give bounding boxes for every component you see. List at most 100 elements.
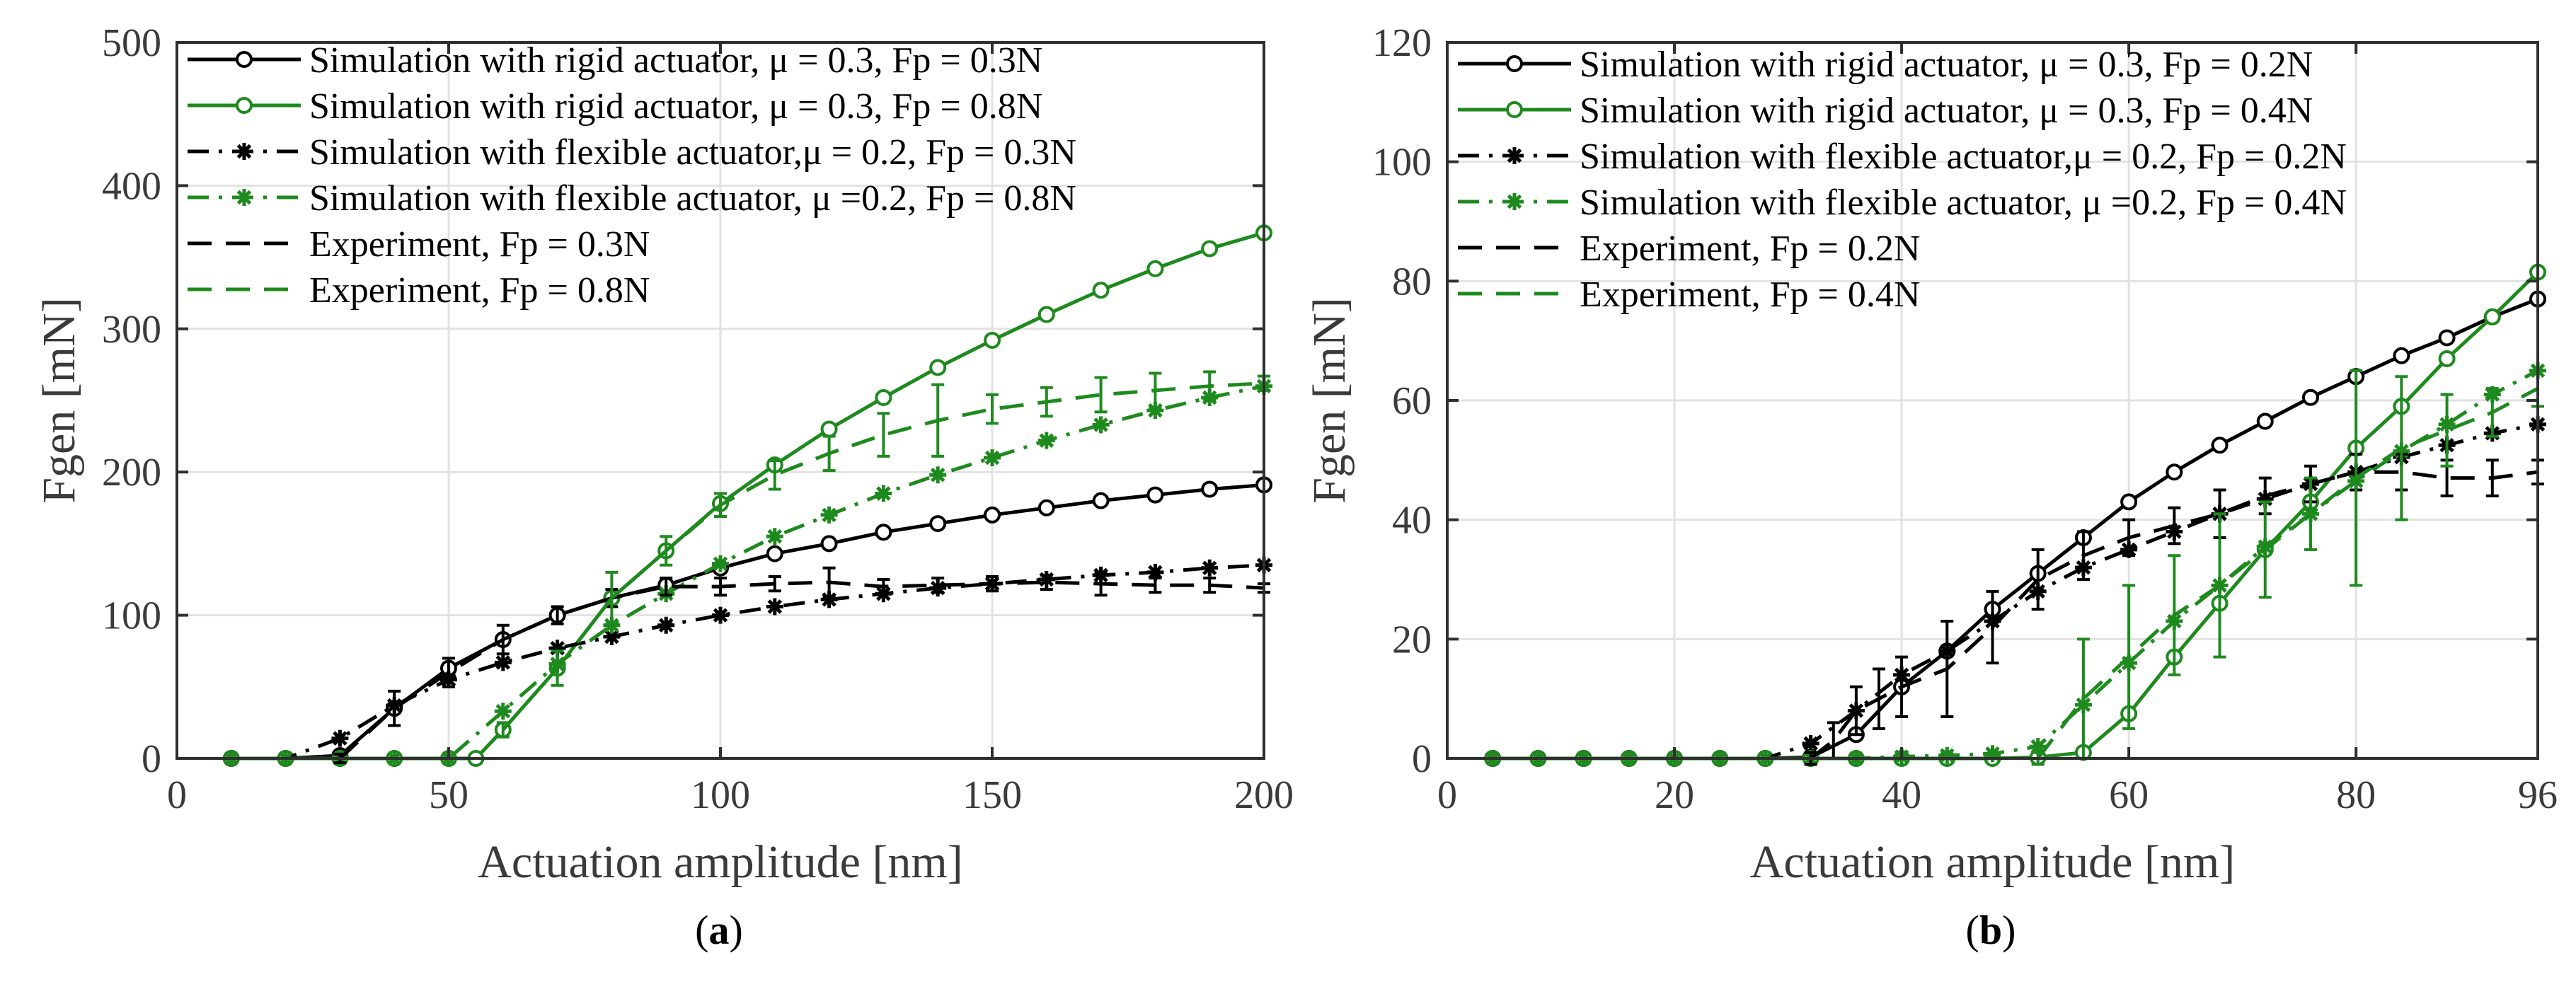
error-bar [1203, 370, 1217, 402]
series-6 [496, 370, 1270, 739]
error-bar [2440, 393, 2454, 468]
x-tick-label: 100 [691, 773, 750, 817]
error-bar [2485, 387, 2499, 438]
y-axis-label: Fgen [mN] [1304, 297, 1355, 503]
error-bar [986, 393, 999, 425]
error-bar [442, 657, 455, 688]
x-tick-label: 80 [2336, 773, 2376, 817]
error-bar [1094, 570, 1108, 597]
data-point [766, 598, 783, 616]
panel-label: (b) [1966, 907, 2016, 953]
error-bar [2122, 584, 2136, 730]
series-1 [1484, 290, 2546, 767]
legend-marker [236, 189, 253, 206]
error-bar [1940, 620, 1954, 718]
error-bar [2168, 554, 2181, 676]
error-bar [1849, 685, 1863, 736]
series-line [1493, 422, 2538, 761]
legend-marker [1506, 193, 1523, 210]
y-tick-label: 20 [1392, 618, 1432, 662]
legend-entry-label: Simulation with flexible actuator, μ =0.… [1580, 183, 2347, 223]
legend-marker [1506, 147, 1523, 164]
x-tick-label: 150 [962, 773, 1022, 817]
y-axis-label: Fgen [mN] [33, 297, 85, 503]
data-point [603, 628, 621, 645]
y-tick-label: 100 [102, 594, 161, 638]
data-point [712, 606, 729, 624]
series-line [231, 563, 1265, 761]
error-bar [2213, 512, 2226, 659]
error-bar [931, 576, 945, 594]
y-tick-label: 0 [1412, 737, 1432, 781]
x-tick-label: 200 [1234, 773, 1294, 817]
error-bar [2395, 375, 2408, 521]
x-axis-label: Actuation amplitude [nm] [1750, 836, 2236, 888]
legend-entry-label: Experiment, Fp = 0.8N [309, 270, 650, 311]
series-6 [2031, 369, 2544, 766]
data-point [1037, 306, 1055, 323]
error-bar [605, 570, 619, 625]
y-tick-label: 300 [102, 308, 161, 352]
data-point [2256, 412, 2274, 430]
legend-marker [236, 143, 253, 160]
x-tick-label: 40 [1882, 773, 1921, 817]
x-tick-label: 50 [429, 773, 468, 817]
data-point [984, 331, 1001, 349]
data-point [1146, 486, 1164, 504]
data-point [1146, 260, 1164, 277]
legend-marker [236, 51, 253, 68]
data-point [1146, 402, 1164, 420]
data-point [2211, 437, 2229, 454]
error-bar [551, 649, 564, 687]
legend-entry-label: Simulation with rigid actuator, μ = 0.3,… [1580, 91, 2313, 131]
data-point [2166, 463, 2183, 481]
data-point [603, 616, 621, 634]
error-bar [660, 576, 673, 597]
data-point [1984, 745, 2001, 763]
y-tick-label: 200 [102, 451, 161, 495]
data-point [820, 420, 838, 438]
data-point [984, 449, 1001, 466]
legend-entry-label: Experiment, Fp = 0.3N [309, 224, 650, 265]
legend-entry-label: Simulation with flexible actuator, μ =0.… [309, 178, 1076, 219]
error-bar [2304, 476, 2317, 551]
y-tick-label: 60 [1392, 379, 1432, 423]
data-point [657, 616, 675, 634]
data-point [929, 515, 947, 533]
error-bar [1094, 376, 1108, 414]
error-bar [714, 492, 727, 518]
error-bar [388, 689, 401, 727]
y-tick-label: 400 [102, 164, 161, 208]
legend-entry-label: Simulation with flexible actuator,μ = 0.… [1580, 137, 2347, 177]
x-tick-label: 0 [1437, 773, 1457, 817]
error-bar [1149, 576, 1162, 594]
data-point [984, 506, 1001, 524]
data-point [1201, 480, 1219, 498]
data-point [1938, 746, 1956, 764]
legend: Simulation with rigid actuator, μ = 0.3,… [1458, 45, 2347, 315]
error-bar [551, 605, 564, 625]
series-line [1493, 369, 2539, 761]
data-point [1146, 563, 1164, 581]
error-bar [1986, 589, 1999, 665]
error-bar [822, 566, 836, 599]
y-tick-label: 500 [102, 21, 161, 65]
panel-label: (a) [695, 907, 743, 953]
legend-entry-label: Experiment, Fp = 0.2N [1580, 229, 1920, 269]
data-point [2029, 738, 2047, 756]
error-bar [986, 574, 999, 593]
y-tick-label: 100 [1372, 141, 1432, 185]
error-bar [2031, 548, 2045, 611]
series-line [1493, 270, 2539, 761]
series-4 [1484, 362, 2546, 767]
data-point [1037, 499, 1055, 516]
error-bar [931, 383, 945, 458]
series-line [231, 384, 1265, 761]
legend-entry-label: Simulation with flexible actuator,μ = 0.… [309, 132, 1076, 173]
error-bar [2350, 369, 2363, 587]
error-bar [1203, 576, 1217, 594]
error-bar [1040, 573, 1053, 591]
data-point [820, 535, 838, 553]
x-tick-label: 60 [2109, 773, 2149, 817]
data-point [331, 729, 349, 747]
